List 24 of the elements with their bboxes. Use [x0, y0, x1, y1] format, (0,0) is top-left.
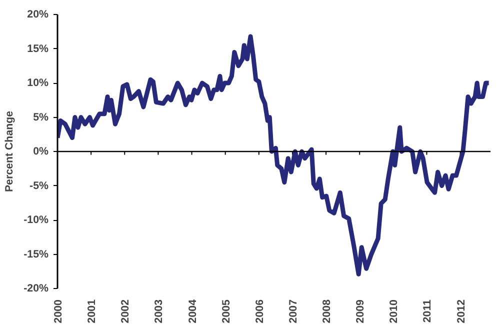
x-tick-label: 2008	[321, 299, 334, 324]
x-tick-label: 2012	[455, 299, 468, 324]
x-tick-label: 2002	[120, 299, 132, 324]
y-tick-label: -5%	[30, 180, 50, 192]
x-tick-label: 2007	[287, 299, 300, 324]
x-tick-label: 2011	[422, 299, 434, 323]
line-series	[58, 34, 490, 276]
x-tick-label: 2003	[153, 299, 166, 324]
y-tick-label: -10%	[24, 214, 50, 226]
y-tick-label: 15%	[27, 42, 50, 55]
x-tick-label: 2006	[254, 299, 266, 324]
x-tick-label: 2005	[220, 299, 232, 324]
y-tick-label: 10%	[27, 77, 50, 89]
y-tick-label: -20%	[24, 282, 50, 294]
x-tick-label: 2000	[52, 299, 64, 324]
y-tick-label: 0%	[33, 146, 50, 158]
x-tick-label: 2010	[388, 299, 400, 324]
y-axis-title: Percent Change	[4, 110, 16, 192]
x-tick-label: 2001	[86, 299, 98, 324]
x-tick-label: 2004	[186, 299, 199, 324]
y-tick-label: 5%	[33, 111, 50, 124]
y-tick-label: -15%	[24, 248, 50, 260]
y-tick-label: 20%	[27, 8, 50, 20]
x-tick-label: 2009	[354, 299, 367, 324]
